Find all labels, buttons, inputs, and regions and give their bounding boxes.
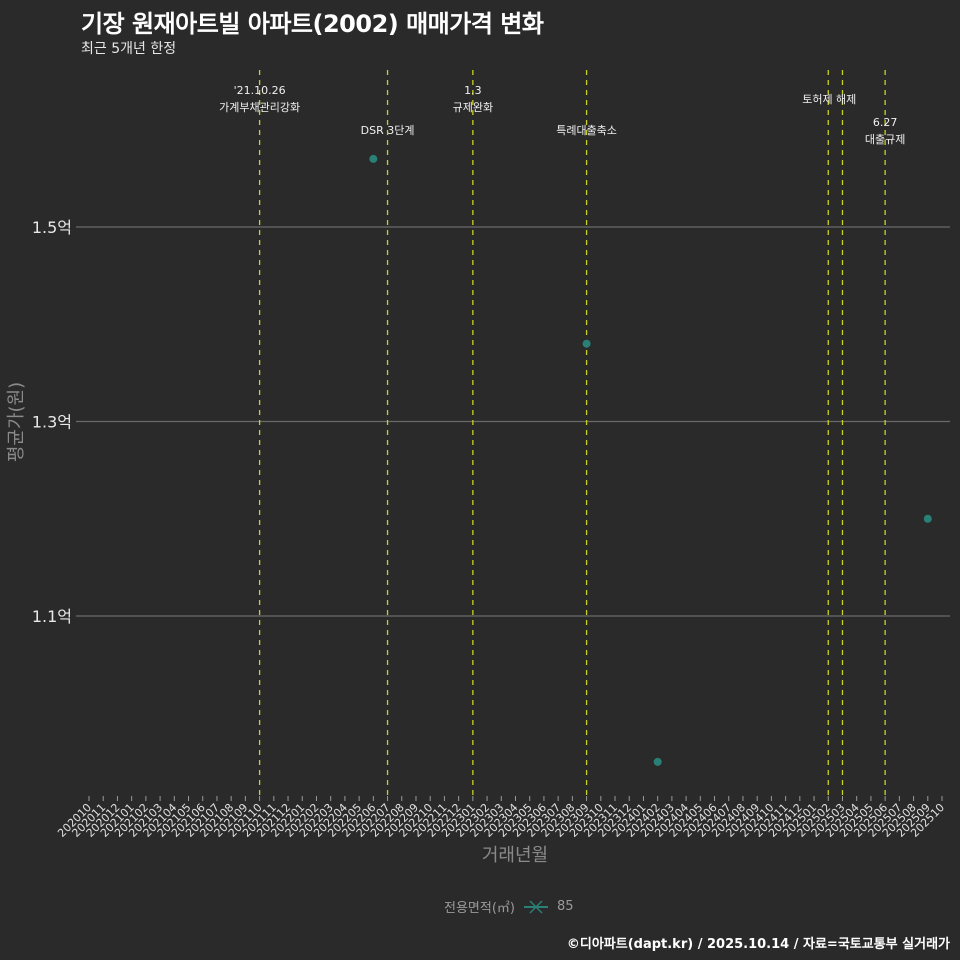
y-tick-label: 1.3억	[32, 413, 72, 432]
y-axis-ticks: 1.5억 1.3억 1.1억	[32, 218, 72, 626]
event-annotation-label: 규제완화	[453, 101, 493, 114]
data-point	[582, 339, 591, 348]
event-annotation-label: 가계부채관리강화	[219, 101, 300, 114]
event-annotation-label: 6.27	[873, 116, 898, 129]
event-annotation-label: DSR 3단계	[361, 124, 415, 137]
data-point	[369, 154, 378, 163]
legend-title: 전용면적(㎡)	[444, 901, 515, 916]
legend: 전용면적(㎡) 85	[444, 897, 574, 916]
source-caption: ©디아파트(dapt.kr) / 2025.10.14 / 자료=국토교통부 실…	[566, 937, 950, 952]
event-annotation-label: '21.10.26	[234, 84, 286, 97]
event-annotation-label: 특례대출축소	[556, 124, 617, 137]
y-axis-label: 평균가(원)	[6, 382, 27, 462]
data-points	[369, 154, 932, 766]
chart-title: 기장 원재아트빌 아파트(2002) 매매가격 변화	[81, 10, 544, 38]
data-point	[923, 514, 932, 523]
data-point	[653, 757, 662, 766]
x-axis-ticks: 2020102020112020122021012021022021032021…	[55, 796, 947, 840]
event-annotation-label: 대출규제	[865, 133, 905, 146]
y-gridlines	[76, 226, 950, 617]
chart-subtitle: 최근 5개년 한정	[81, 41, 177, 57]
y-tick-label: 1.5억	[32, 218, 72, 237]
event-annotation-label: 1.3	[464, 84, 482, 97]
y-tick-label: 1.1억	[32, 607, 72, 626]
event-lines	[258, 70, 886, 795]
legend-item-label: 85	[556, 899, 574, 914]
x-axis-label: 거래년월	[482, 845, 548, 866]
legend-key-icon	[523, 899, 549, 914]
event-annotation-label: 토허제 해제	[802, 92, 856, 106]
